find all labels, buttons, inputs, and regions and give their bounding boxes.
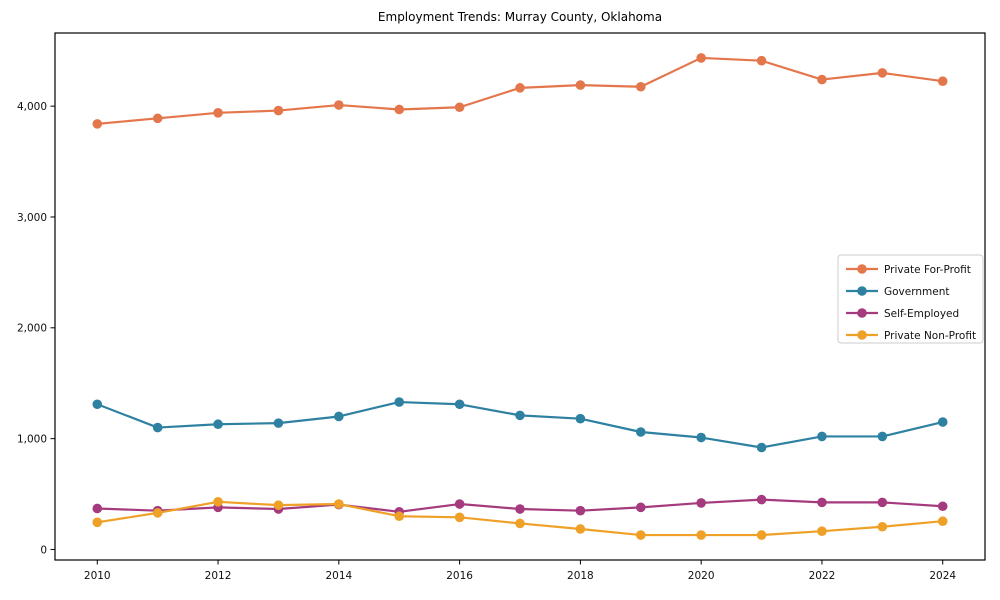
data-point-self-employed bbox=[454, 499, 465, 509]
data-point-private-for-profit bbox=[756, 55, 767, 66]
data-point-private-non-profit bbox=[273, 500, 284, 510]
x-axis-tick-label: 2020 bbox=[688, 570, 715, 582]
data-point-private-non-profit bbox=[696, 530, 706, 540]
data-point-government bbox=[394, 397, 405, 407]
x-axis-tick-label: 2018 bbox=[567, 570, 594, 582]
data-point-private-non-profit bbox=[394, 511, 405, 522]
y-axis-tick-label: 3,000 bbox=[17, 212, 47, 224]
legend-label: Self-Employed bbox=[884, 308, 959, 320]
data-point-private-for-profit bbox=[394, 104, 405, 115]
data-point-self-employed bbox=[575, 505, 586, 516]
data-point-government bbox=[454, 399, 465, 410]
legend-label: Government bbox=[884, 286, 949, 298]
x-axis-tick-label: 2010 bbox=[84, 570, 111, 582]
data-point-government bbox=[515, 410, 525, 421]
legend-label: Private For-Profit bbox=[884, 264, 971, 276]
data-point-government bbox=[756, 442, 767, 453]
y-axis-tick-label: 4,000 bbox=[17, 101, 47, 113]
plot-area-border bbox=[54, 32, 986, 561]
data-point-government bbox=[877, 431, 888, 442]
x-axis-tick-label: 2016 bbox=[446, 570, 473, 582]
x-axis-tick-label: 2024 bbox=[929, 570, 956, 582]
data-point-private-for-profit bbox=[817, 74, 827, 85]
data-point-private-non-profit bbox=[937, 516, 948, 527]
data-point-government bbox=[937, 417, 948, 427]
data-point-private-non-profit bbox=[334, 499, 344, 509]
data-point-government bbox=[213, 419, 223, 430]
data-point-private-non-profit bbox=[92, 517, 103, 528]
data-point-private-for-profit bbox=[92, 119, 103, 129]
data-point-private-non-profit bbox=[756, 530, 767, 540]
y-axis-tick-label: 2,000 bbox=[17, 323, 47, 335]
legend-marker-icon bbox=[857, 308, 867, 318]
legend-marker-icon bbox=[857, 264, 867, 274]
y-axis-tick-label: 1,000 bbox=[17, 433, 47, 445]
data-point-private-non-profit bbox=[817, 526, 827, 536]
data-point-government bbox=[334, 411, 344, 422]
data-point-private-for-profit bbox=[575, 80, 586, 90]
data-point-private-for-profit bbox=[635, 81, 646, 92]
data-point-self-employed bbox=[937, 501, 948, 512]
data-point-private-for-profit bbox=[334, 100, 344, 110]
data-point-private-for-profit bbox=[877, 68, 888, 78]
data-point-private-for-profit bbox=[454, 102, 465, 113]
data-point-private-non-profit bbox=[635, 530, 646, 540]
x-axis-tick-label: 2012 bbox=[205, 570, 232, 582]
data-point-private-non-profit bbox=[213, 497, 223, 507]
data-point-self-employed bbox=[877, 497, 888, 508]
legend-marker-icon bbox=[857, 330, 867, 340]
data-point-private-for-profit bbox=[152, 113, 163, 124]
y-axis-tick-label: 0 bbox=[40, 544, 47, 556]
series-line-government bbox=[96, 400, 944, 449]
legend-marker-icon bbox=[857, 286, 867, 296]
data-point-private-for-profit bbox=[937, 76, 948, 87]
data-point-government bbox=[635, 427, 646, 437]
data-point-government bbox=[92, 399, 103, 410]
data-point-private-non-profit bbox=[575, 524, 586, 534]
data-point-private-for-profit bbox=[273, 105, 284, 116]
legend-box bbox=[837, 254, 984, 344]
x-axis-tick-label: 2022 bbox=[809, 570, 836, 582]
data-point-private-for-profit bbox=[515, 83, 525, 93]
data-point-self-employed bbox=[515, 504, 525, 514]
data-point-government bbox=[273, 418, 284, 428]
data-point-government bbox=[152, 422, 163, 433]
data-point-government bbox=[817, 431, 827, 442]
legend-entry-private-for-profit: Private For-Profit bbox=[846, 264, 971, 276]
data-point-government bbox=[696, 432, 706, 443]
legend-label: Private Non-Profit bbox=[884, 330, 976, 342]
chart-title: Employment Trends: Murray County, Oklaho… bbox=[377, 10, 663, 24]
data-point-self-employed bbox=[635, 502, 646, 513]
data-point-private-non-profit bbox=[877, 521, 888, 532]
data-point-self-employed bbox=[92, 503, 103, 514]
legend: Private For-Profit Government Self-Employe… bbox=[837, 254, 984, 344]
legend-entry-government: Government bbox=[846, 286, 949, 298]
data-point-private-non-profit bbox=[454, 512, 465, 523]
x-axis-tick-label: 2014 bbox=[325, 570, 352, 582]
legend-entry-private-non-profit: Private Non-Profit bbox=[846, 330, 976, 342]
legend-entry-self-employed: Self-Employed bbox=[846, 308, 959, 320]
data-point-private-non-profit bbox=[152, 508, 163, 518]
data-point-private-for-profit bbox=[213, 107, 223, 118]
data-point-self-employed bbox=[817, 497, 827, 508]
data-point-private-for-profit bbox=[696, 53, 706, 63]
data-point-private-non-profit bbox=[515, 518, 525, 529]
data-point-self-employed bbox=[696, 498, 706, 508]
data-point-government bbox=[575, 413, 586, 424]
data-point-self-employed bbox=[756, 494, 767, 505]
